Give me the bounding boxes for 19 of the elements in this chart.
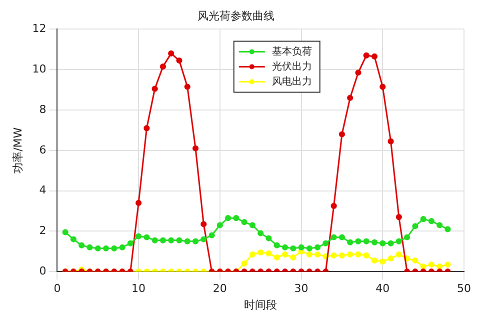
y-tick-label: 6	[39, 143, 46, 156]
legend-label: 光伏出力	[272, 60, 312, 72]
y-tick-label: 12	[32, 22, 46, 36]
y-tick-label: 0	[39, 264, 46, 278]
x-tick-label: 10	[132, 282, 146, 296]
x-tick-label: 50	[457, 282, 471, 296]
y-tick-label: 8	[39, 102, 46, 116]
legend-label: 风电出力	[272, 75, 312, 88]
x-tick-label: 20	[212, 282, 227, 296]
y-tick-label: 10	[32, 62, 46, 76]
x-tick-label: 40	[376, 282, 390, 296]
chart-title: 风光荷参数曲线	[198, 9, 274, 22]
x-tick-label: 0	[54, 282, 61, 296]
y-tick-label: 2	[39, 224, 46, 238]
x-axis-title: 时间段	[244, 298, 278, 312]
x-tick-label: 30	[294, 282, 308, 296]
legend-label: 基本负荷	[272, 45, 312, 58]
y-tick-label: 4	[39, 184, 46, 197]
y-axis-title: 功率/MW	[11, 127, 24, 174]
